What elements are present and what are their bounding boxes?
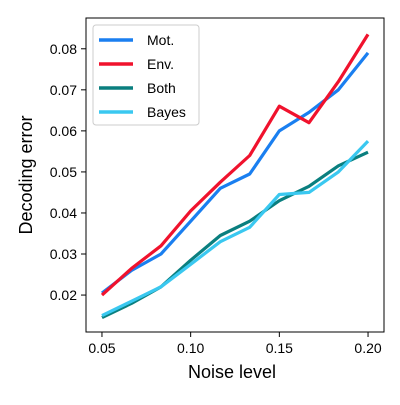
legend-label: Bayes [147,104,186,120]
legend-label: Both [147,80,176,96]
legend-label: Mot. [147,32,174,48]
y-tick-label: 0.06 [50,123,77,139]
plot-frame [85,17,385,333]
y-tick-label: 0.08 [50,41,77,57]
series-line-env [100,33,370,297]
y-tick-label: 0.04 [50,205,77,221]
x-axis-ticks: 0.05 0.10 0.15 0.20 [88,332,382,356]
x-tick-label: 0.20 [354,340,381,356]
series-line-bayes [101,139,370,318]
y-tick-label: 0.02 [50,287,77,303]
y-tick-label: 0.05 [50,164,77,180]
x-tick-label: 0.15 [266,340,293,356]
series-layer [100,33,370,320]
x-tick-label: 0.05 [88,340,115,356]
legend: Mot. Env. Both Bayes [92,24,200,126]
y-tick-label: 0.03 [50,246,77,262]
y-axis-title: Decoding error [16,115,36,234]
legend-box [92,24,200,126]
y-tick-label: 0.07 [50,82,77,98]
x-tick-label: 0.10 [177,340,204,356]
y-axis-ticks: 0.02 0.03 0.04 0.05 0.06 0.07 0.08 [50,41,86,303]
x-axis-title: Noise level [188,362,276,382]
legend-label: Env. [147,56,174,72]
